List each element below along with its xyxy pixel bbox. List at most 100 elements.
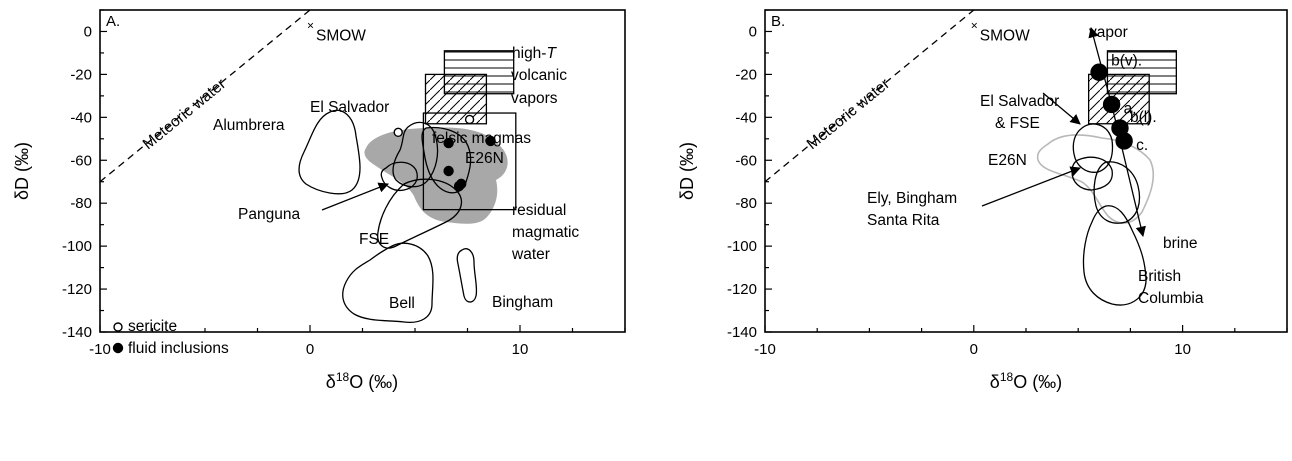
panel-b-fse-label: & FSE — [995, 115, 1040, 132]
panel-a-point-sericite — [464, 114, 475, 125]
panel-a-el-salvador-label: El Salvador — [310, 99, 389, 116]
panel-b-gray-region — [1036, 134, 1155, 224]
panel-a-vapors-label: vapors — [511, 90, 558, 107]
panel-a-legend-fluid-inclusions-label: fluid inclusions — [128, 340, 229, 357]
panel-a-bingham-region — [456, 248, 478, 303]
panel-a-point-fluid-inclusions — [485, 135, 496, 147]
panel-b-ticks: -10 0 100-20-40-60-80-100-120-140 — [727, 9, 1288, 358]
panel-b-point-label: c. — [1136, 137, 1148, 154]
panel-b-x-tick-label: 0 — [970, 341, 978, 358]
panel-b-smow-label: SMOW — [980, 27, 1030, 44]
panel-a-high-t-label: high-T — [512, 45, 557, 62]
panel-a-point-sericite — [393, 127, 403, 138]
panel-a-panguna-label: Panguna — [238, 206, 300, 223]
panel-b-label: B. — [771, 13, 785, 30]
panel-b-santa-rita-label: Santa Rita — [867, 212, 940, 229]
panel-a-y-tick-label: -40 — [70, 109, 92, 126]
panel-b-columbia-label: Columbia — [1138, 290, 1204, 307]
panel-b-y-tick-label: -40 — [735, 109, 757, 126]
panel-b-y-tick-label: -80 — [735, 195, 757, 212]
panel-a-water-label: water — [511, 246, 550, 263]
panel-b-meteoric-water-label: Meteoric water — [804, 75, 893, 153]
panel-a-felsic-magmas-label: felsic magmas — [432, 130, 531, 147]
panel-b-x-axis-title: δ18O (‰) — [990, 370, 1062, 392]
panel-a-meteoric-water-label: Meteoric water — [140, 76, 229, 154]
panel-b-plot-area: Meteoric water ×SMOW b(v). a.b(l). c. vapor El… — [764, 9, 1204, 307]
panel-b-british-label: British — [1138, 268, 1181, 285]
panel-b-brine-label: brine — [1163, 235, 1197, 252]
panel-a-y-tick-label: -80 — [70, 195, 92, 212]
panel-b-point-label: b(v). — [1111, 52, 1142, 69]
panel-a-e26n-label: E26N — [465, 150, 504, 167]
panel-a-x-tick-label: 0 — [306, 341, 314, 358]
panel-a-e26n-region — [421, 126, 472, 194]
panel-b-ely-region — [1093, 161, 1141, 224]
panel-a-point-fluid-inclusions — [443, 137, 454, 149]
panel-b-y-tick-label: -20 — [735, 66, 757, 83]
panel-b-british-columbia-region — [1082, 205, 1147, 306]
panel-a-y-axis-title: δD (‰) — [12, 142, 32, 200]
panel-b-vapor-label: vapor — [1089, 24, 1128, 41]
panel-b-point-magmatic-fluid-stages — [1115, 132, 1133, 150]
panel-a-bell-region — [342, 242, 434, 324]
panel-a-x-axis-title: δ18O (‰) — [326, 370, 398, 392]
panel-b-y-tick-label: -120 — [727, 281, 757, 298]
panel-a-smow-label: SMOW — [316, 27, 366, 44]
panel-a-bingham-label: Bingham — [492, 294, 553, 311]
panel-a-bell-label: Bell — [389, 295, 415, 312]
panel-a-plot-area: Meteoric water ×SMOW high-T volcanic vapors f… — [99, 9, 579, 357]
panel-b-point-label: b(l). — [1130, 109, 1157, 126]
panel-a-residual-label: residual — [512, 202, 566, 219]
panel-a-box-diagonal — [424, 73, 488, 125]
panel-a-x-tick-label: -10 — [89, 341, 111, 358]
panel-b-point-magmatic-fluid-stages — [1090, 63, 1108, 81]
panel-a-meteoric-water-line — [99, 9, 311, 183]
panel-a-y-tick-label: -20 — [70, 66, 92, 83]
panel-a-point-fluid-inclusions — [453, 180, 465, 192]
panel-a-panguna-arrow — [321, 182, 389, 211]
panel-b-y-tick-label: -100 — [727, 238, 757, 255]
panel-b-smow-marker: × — [971, 18, 978, 32]
panel-a-alumbrera-label: Alumbrera — [213, 117, 285, 134]
panel-b-y-tick-label: -140 — [727, 324, 757, 341]
panel-a-point-fluid-inclusions — [443, 165, 454, 177]
panel-a: Meteoric water ×SMOW high-T volcanic vapors f… — [12, 9, 626, 392]
panel-a-y-tick-label: -140 — [62, 324, 92, 341]
panel-a-fse-label: FSE — [359, 231, 389, 248]
panel-a-magmatic-label: magmatic — [512, 224, 579, 241]
panel-b-y-tick-label: 0 — [749, 23, 757, 40]
panel-b-point-label: a. — [1124, 100, 1137, 117]
panel-a-volcanic-label: volcanic — [511, 67, 567, 84]
panel-a-y-tick-label: 0 — [84, 23, 92, 40]
panel-b-frame — [764, 9, 1288, 333]
panel-a-alumbrera-region — [298, 109, 361, 195]
panel-a-smow-marker: × — [307, 18, 314, 32]
panel-b-point-magmatic-fluid-stages — [1102, 95, 1121, 114]
panel-a-panguna-region — [380, 161, 418, 192]
panel-b-e26n-label: E26N — [988, 152, 1027, 169]
panel-a-label: A. — [106, 13, 120, 30]
panel-a-fse-region — [377, 178, 463, 249]
panel-a-ticks: -10 0 100-20-40-60-80-100-120-140 — [62, 9, 626, 358]
panel-a-legend-fluid-inclusions-marker — [112, 342, 124, 354]
panel-a-y-tick-label: -60 — [70, 152, 92, 169]
panel-a-magmatic-shaded-region — [364, 127, 508, 224]
panel-a-box-none — [422, 112, 517, 211]
panel-b-y-tick-label: -60 — [735, 152, 757, 169]
panel-a-y-tick-label: -100 — [62, 238, 92, 255]
panel-a-y-tick-label: -120 — [62, 281, 92, 298]
panel-b-el-salvador-label: El Salvador — [980, 93, 1059, 110]
panel-b-y-axis-title: δD (‰) — [677, 142, 697, 200]
panel-b-el-salvador-region — [1072, 123, 1114, 173]
panel-b-x-tick-label: 10 — [1174, 341, 1191, 358]
panel-b-el-salvador-arrow — [1042, 92, 1081, 125]
panel-b-meteoric-water-line — [764, 9, 975, 183]
panel-a-legend-sericite-label: sericite — [128, 318, 177, 335]
panel-a-legend-sericite-marker — [113, 322, 123, 332]
panel-a-x-tick-label: 10 — [512, 341, 529, 358]
panel-b: Meteoric water ×SMOW b(v). a.b(l). c. vapor El… — [677, 9, 1288, 392]
panel-b-x-tick-label: -10 — [754, 341, 776, 358]
panel-b-ely-arrow — [981, 166, 1081, 207]
panel-b-ely-label: Ely, Bingham — [867, 190, 957, 207]
